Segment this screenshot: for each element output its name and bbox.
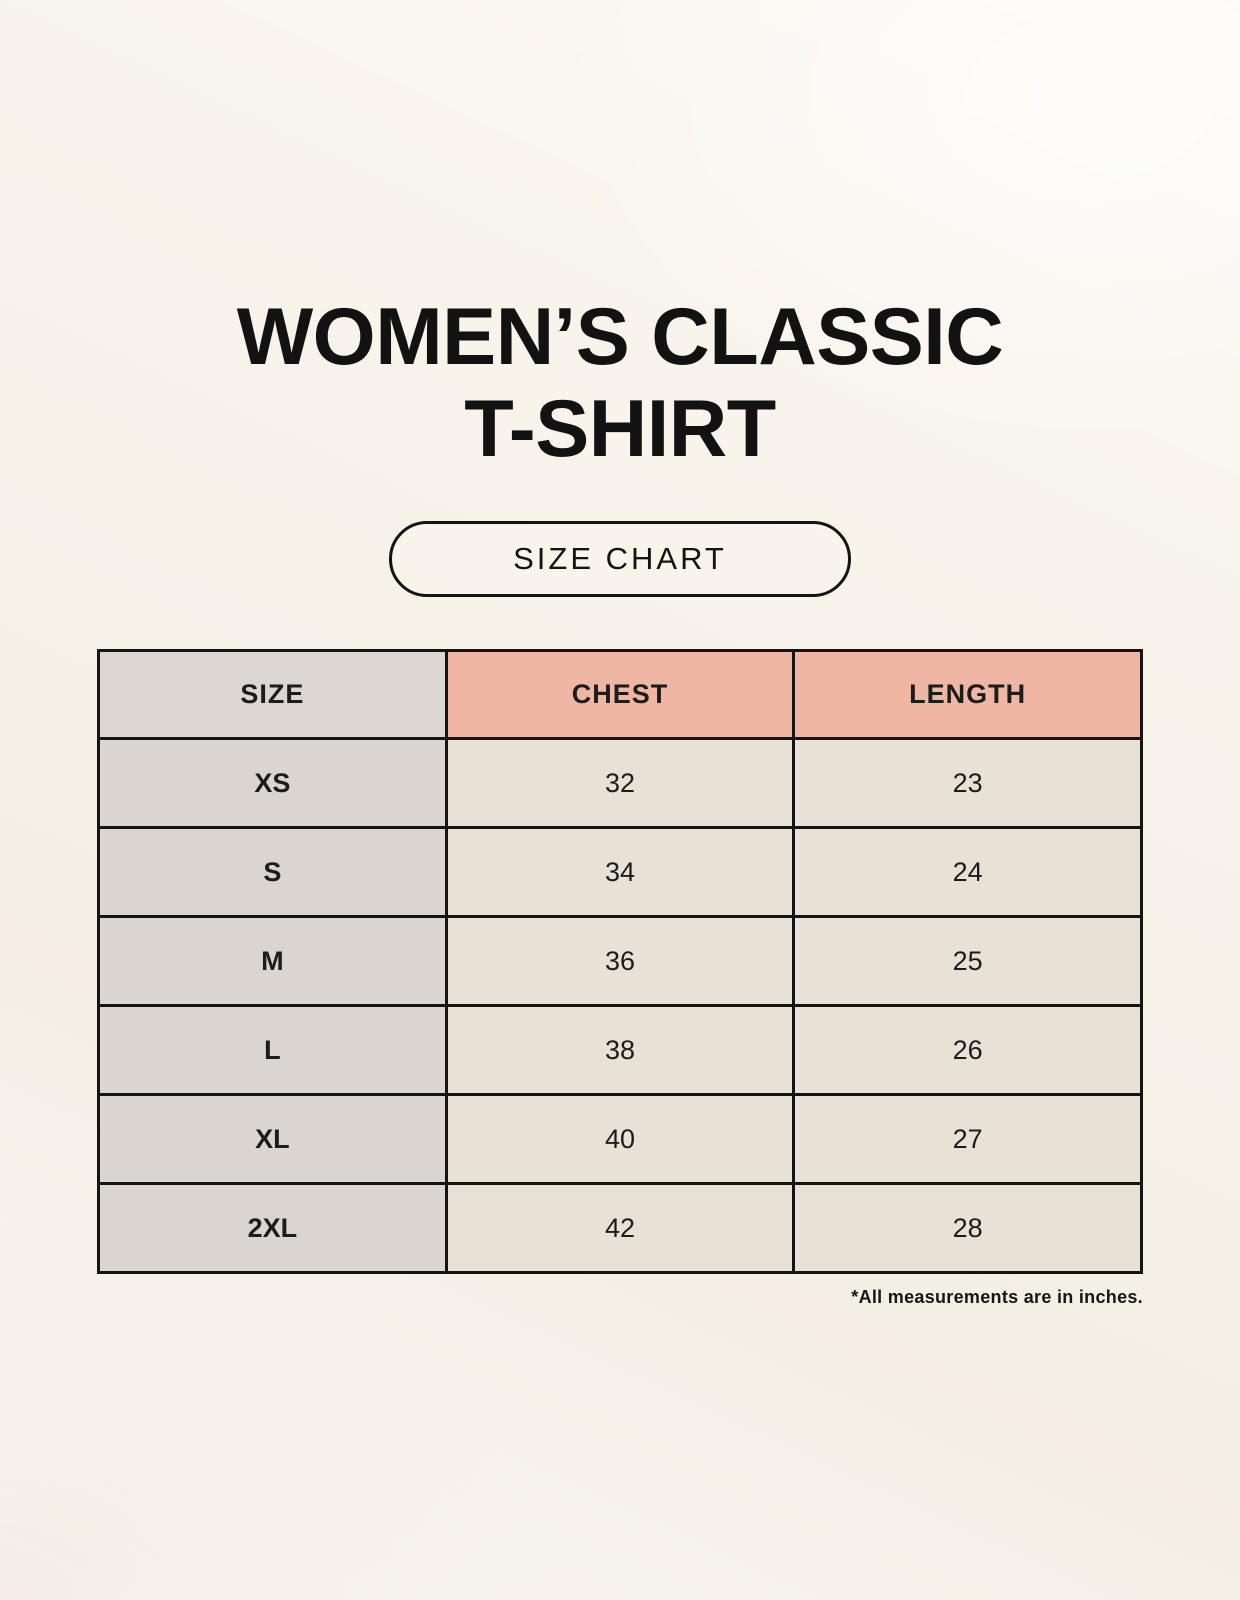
length-value: 26 xyxy=(792,1004,1143,1097)
table-row: XL 40 27 xyxy=(97,1093,1143,1186)
chest-value: 38 xyxy=(444,1004,796,1097)
chest-value: 40 xyxy=(444,1093,796,1186)
length-value: 27 xyxy=(792,1093,1143,1186)
size-label: M xyxy=(97,915,448,1008)
title-line-1: WOMEN’S CLASSIC xyxy=(236,292,1004,382)
size-chart-badge: SIZE CHART xyxy=(389,521,851,598)
chest-value: 36 xyxy=(444,915,796,1008)
chest-value: 32 xyxy=(444,737,796,830)
title-line-2: T-SHIRT xyxy=(464,383,776,474)
table-row: L 38 26 xyxy=(97,1004,1143,1097)
table-row: 2XL 42 28 xyxy=(97,1182,1143,1275)
page-title: WOMEN’S CLASSIC T-SHIRT xyxy=(0,292,1240,475)
length-value: 23 xyxy=(792,737,1143,830)
table-row: S 34 24 xyxy=(97,826,1143,919)
size-label: XS xyxy=(97,737,448,830)
chest-value: 34 xyxy=(444,826,796,919)
header-cell-size: SIZE xyxy=(97,649,448,741)
size-label: 2XL xyxy=(97,1182,448,1275)
size-label: S xyxy=(97,826,448,919)
table-header-row: SIZE CHEST LENGTH xyxy=(97,649,1143,741)
length-value: 25 xyxy=(792,915,1143,1008)
size-label: XL xyxy=(97,1093,448,1186)
length-value: 28 xyxy=(792,1182,1143,1275)
size-chart-badge-label: SIZE CHART xyxy=(513,541,727,577)
header-cell-length: LENGTH xyxy=(792,649,1143,741)
length-value: 24 xyxy=(792,826,1143,919)
size-label: L xyxy=(97,1004,448,1097)
measurements-footnote: *All measurements are in inches. xyxy=(851,1287,1143,1308)
chest-value: 42 xyxy=(444,1182,796,1275)
size-chart-table: SIZE CHEST LENGTH XS 32 23 S 34 24 M 36 … xyxy=(97,649,1143,1275)
table-row: M 36 25 xyxy=(97,915,1143,1008)
table-row: XS 32 23 xyxy=(97,737,1143,830)
header-cell-chest: CHEST xyxy=(444,649,796,741)
